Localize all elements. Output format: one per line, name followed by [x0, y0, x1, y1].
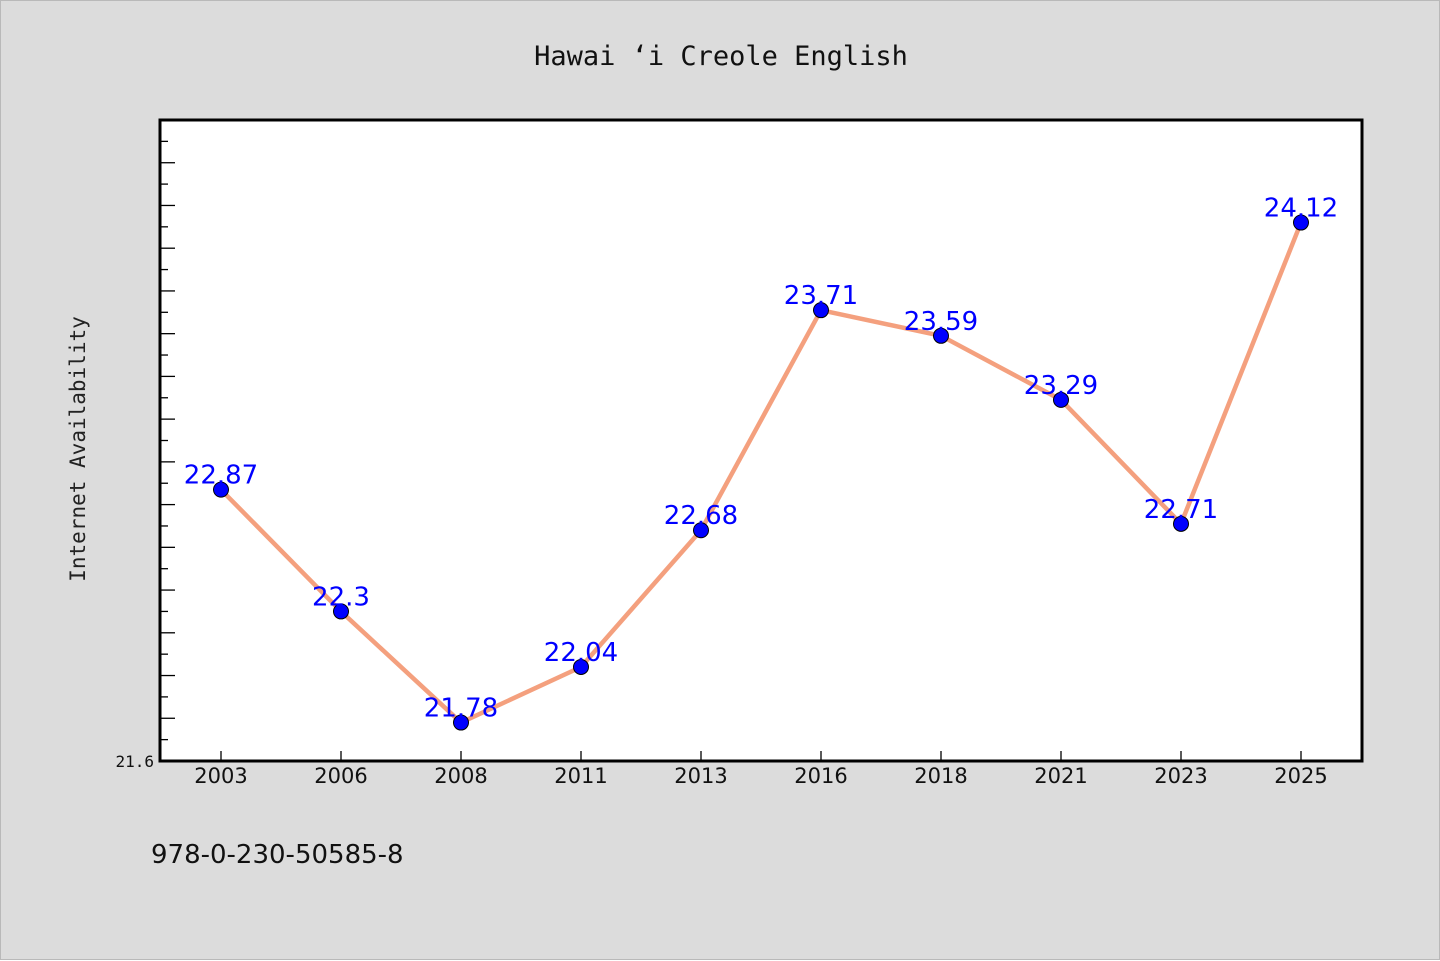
- data-point: [693, 522, 709, 539]
- data-label: 23.71: [784, 281, 858, 311]
- data-label: 22.71: [1144, 495, 1218, 525]
- series-line-group: [218, 220, 1304, 725]
- plot-area: [158, 118, 1364, 763]
- data-point: [933, 327, 949, 344]
- data-label: 21.78: [424, 694, 498, 724]
- data-label: 22.68: [664, 501, 738, 531]
- data-label: 23.59: [904, 307, 978, 337]
- data-point: [1053, 391, 1069, 408]
- data-label: 22.3: [312, 582, 370, 612]
- y-tick-label: 21.6: [115, 752, 154, 771]
- data-label: 22.04: [544, 638, 618, 668]
- x-tick-label: 2006: [314, 764, 367, 788]
- data-point: [1173, 515, 1189, 532]
- x-tick-label: 2016: [794, 764, 847, 788]
- x-tick-label: 2013: [674, 764, 727, 788]
- footer-code: 978-0-230-50585-8: [151, 840, 404, 870]
- data-point: [453, 714, 469, 731]
- y-axis-ticks: [160, 140, 175, 762]
- data-labels: 22.87 22.3 21.78 22.04 22.68 23.71 23.59 23.29 2…: [184, 194, 1338, 724]
- x-tick-label: 2018: [914, 764, 967, 788]
- data-label: 24.12: [1264, 194, 1338, 224]
- series-line: [218, 220, 1304, 725]
- x-tick-label: 2008: [434, 764, 487, 788]
- data-point: [213, 481, 229, 498]
- x-axis-ticks: 2003 2006 2008 2011 2013 2016 2018 2021 2023 2025: [194, 751, 1328, 788]
- data-point: [1293, 214, 1309, 231]
- data-point: [333, 603, 349, 620]
- data-point: [813, 302, 829, 319]
- x-tick-label: 2021: [1034, 764, 1087, 788]
- chart-title: Hawai ‘i Creole English: [534, 41, 908, 72]
- data-point: [573, 658, 589, 675]
- x-tick-label: 2011: [554, 764, 607, 788]
- x-tick-label: 2025: [1274, 764, 1327, 788]
- data-label: 22.87: [184, 461, 258, 491]
- series-markers: [213, 214, 1309, 731]
- y-axis-label: Internet Availability: [66, 316, 90, 582]
- data-label: 23.29: [1024, 371, 1098, 401]
- x-tick-label: 2003: [194, 764, 247, 788]
- x-tick-label: 2023: [1154, 764, 1207, 788]
